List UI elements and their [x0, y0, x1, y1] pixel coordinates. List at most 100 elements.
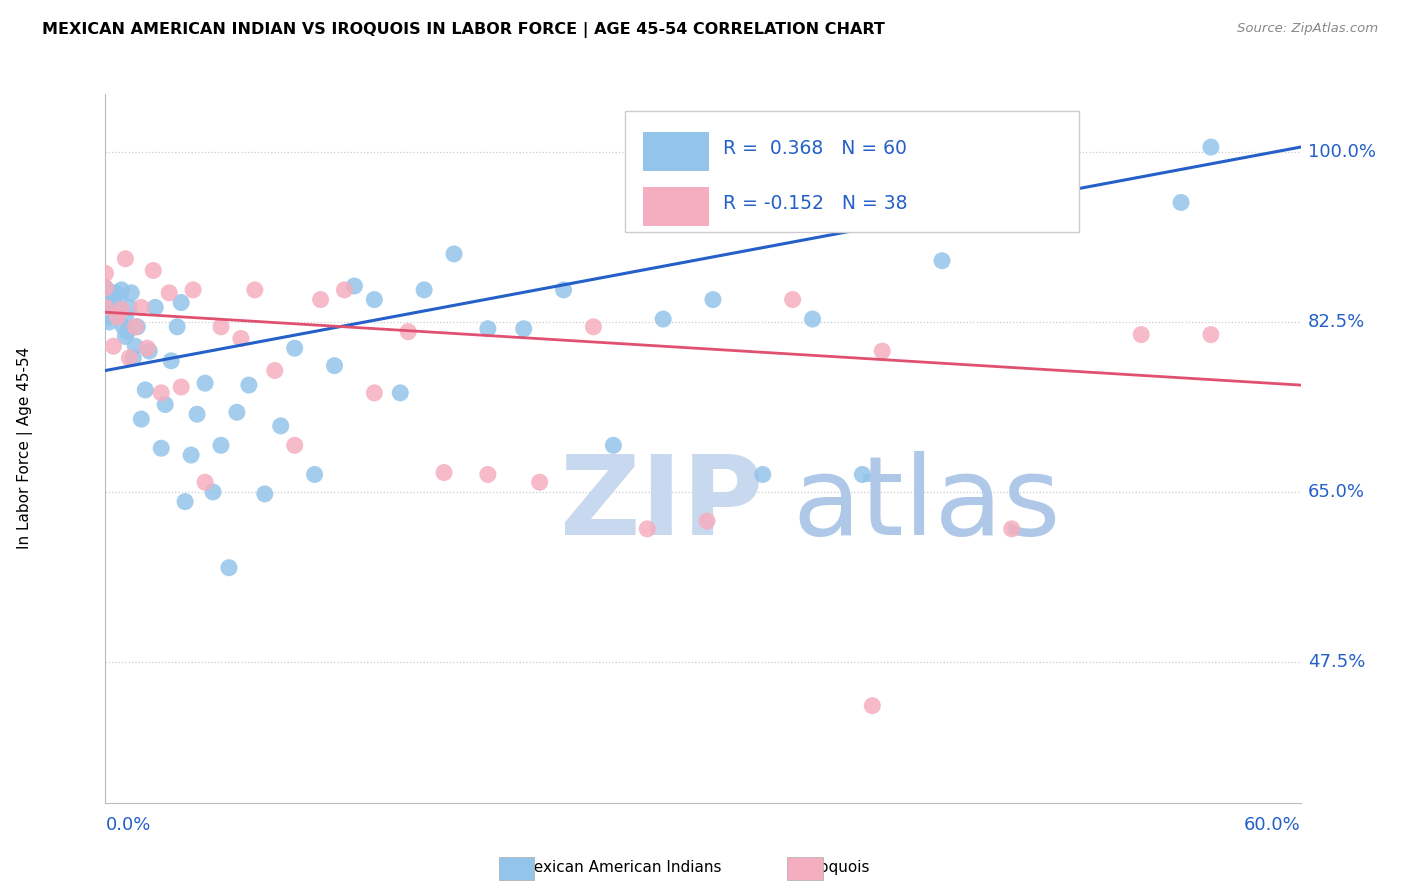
Text: atlas: atlas [793, 451, 1062, 558]
Point [122, 351, 145, 365]
Text: 65.0%: 65.0% [1308, 483, 1365, 501]
Text: 0.0%: 0.0% [105, 816, 150, 834]
Text: In Labor Force | Age 45-54: In Labor Force | Age 45-54 [17, 347, 34, 549]
FancyBboxPatch shape [644, 187, 709, 227]
Point [124, 319, 146, 334]
Point [118, 351, 141, 365]
Point [396, 325, 419, 339]
Point [860, 698, 883, 713]
Point [153, 397, 177, 411]
Point [263, 363, 285, 377]
Text: Mexican American Indians: Mexican American Indians [506, 860, 721, 874]
Point [120, 285, 142, 300]
Point [413, 283, 436, 297]
Point [363, 293, 385, 307]
Point [107, 310, 129, 324]
Point [333, 283, 356, 297]
Point [851, 467, 873, 482]
Point [142, 263, 165, 277]
Point [323, 359, 346, 373]
Point [94, 301, 117, 315]
FancyBboxPatch shape [626, 112, 1080, 232]
Point [180, 448, 202, 462]
Point [103, 339, 125, 353]
Point [194, 475, 217, 490]
Point [1130, 327, 1153, 342]
Point [114, 329, 136, 343]
Point [94, 266, 117, 280]
Point [225, 405, 249, 419]
Point [114, 252, 136, 266]
Text: Iroquois: Iroquois [794, 860, 870, 874]
Point [98, 315, 121, 329]
Point [129, 301, 153, 315]
Point [872, 344, 894, 359]
Point [112, 319, 135, 334]
Point [433, 466, 456, 480]
Point [103, 293, 125, 307]
Point [253, 487, 276, 501]
Point [100, 302, 122, 317]
Point [270, 418, 292, 433]
Text: Source: ZipAtlas.com: Source: ZipAtlas.com [1237, 22, 1378, 36]
Point [477, 467, 499, 482]
Point [238, 378, 260, 392]
Point [157, 285, 180, 300]
Point [94, 301, 117, 315]
Point [931, 253, 953, 268]
Text: 60.0%: 60.0% [1244, 816, 1301, 834]
Point [94, 291, 117, 305]
Point [181, 283, 204, 297]
FancyBboxPatch shape [644, 132, 709, 171]
Point [751, 467, 773, 482]
Point [1001, 522, 1024, 536]
Point [170, 295, 193, 310]
Point [209, 438, 232, 452]
Point [160, 353, 183, 368]
Point [94, 281, 117, 295]
Point [636, 522, 658, 536]
Point [782, 293, 804, 307]
Point [602, 438, 624, 452]
Point [243, 283, 266, 297]
Point [309, 293, 332, 307]
Point [134, 383, 156, 397]
Point [174, 494, 197, 508]
Point [150, 442, 173, 456]
Point [343, 279, 366, 293]
Point [114, 310, 136, 324]
Point [108, 289, 131, 303]
Text: R =  0.368   N = 60: R = 0.368 N = 60 [723, 139, 907, 158]
Point [801, 312, 824, 326]
Point [443, 247, 465, 261]
Point [553, 283, 575, 297]
Point [127, 319, 149, 334]
Point [194, 376, 217, 391]
Point [304, 467, 326, 482]
Point [110, 283, 132, 297]
Point [209, 319, 232, 334]
Point [138, 344, 160, 359]
Point [94, 281, 117, 295]
Point [284, 438, 307, 452]
Point [696, 514, 718, 528]
Point [170, 380, 193, 394]
Point [702, 293, 724, 307]
Text: 100.0%: 100.0% [1308, 143, 1375, 161]
Text: MEXICAN AMERICAN INDIAN VS IROQUOIS IN LABOR FORCE | AGE 45-54 CORRELATION CHART: MEXICAN AMERICAN INDIAN VS IROQUOIS IN L… [42, 22, 884, 38]
Point [186, 407, 208, 421]
Point [136, 341, 159, 355]
Point [652, 312, 675, 326]
Point [117, 325, 139, 339]
Point [1199, 140, 1222, 154]
Point [1199, 327, 1222, 342]
Text: 47.5%: 47.5% [1308, 653, 1365, 671]
Point [124, 339, 146, 353]
Point [1170, 195, 1192, 210]
Point [129, 412, 153, 426]
Point [104, 285, 127, 300]
Point [529, 475, 551, 490]
Text: ZIP: ZIP [560, 451, 763, 558]
Point [389, 385, 412, 400]
Point [107, 301, 129, 315]
